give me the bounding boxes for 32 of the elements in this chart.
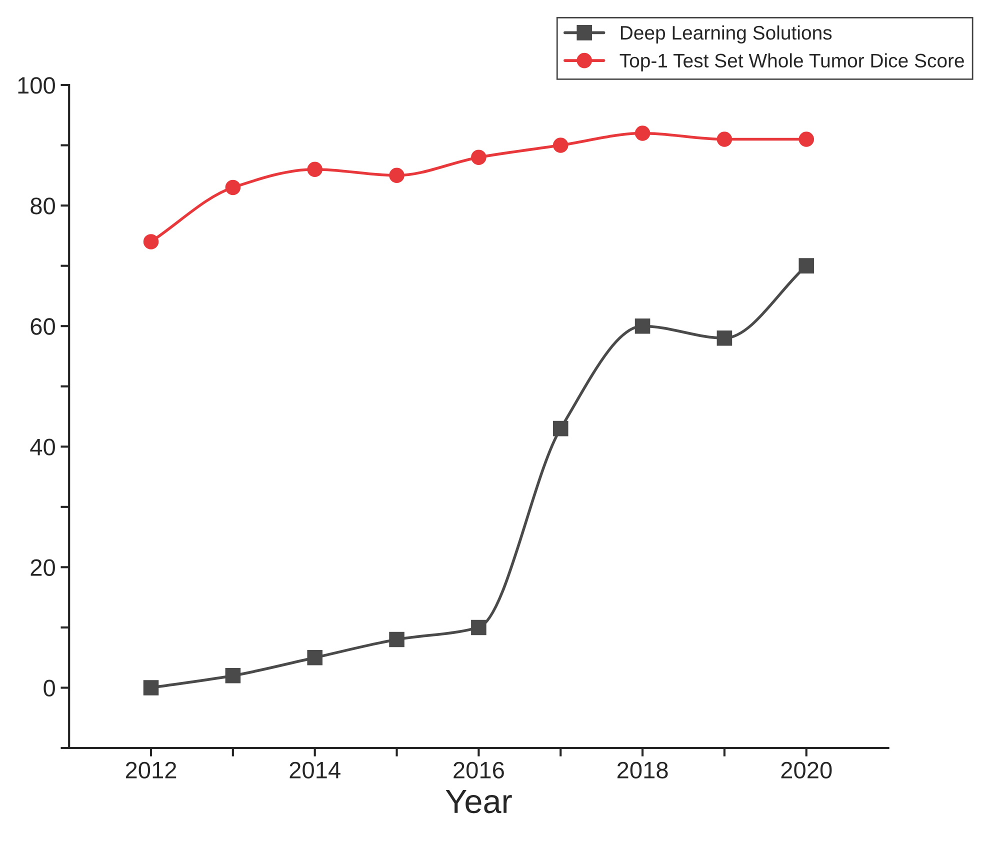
point [471, 620, 486, 636]
x-tick-label: 2016 [454, 762, 504, 779]
y-tick-label: 100 [18, 77, 55, 94]
point [307, 650, 322, 666]
legend-label: Top-1 Test Set Whole Tumor Dice Score [620, 53, 964, 72]
y-tick-label: 60 [30, 318, 55, 335]
x-tick-label: 2020 [781, 762, 832, 779]
legend-label: Deep Learning Solutions [620, 25, 832, 44]
point [716, 330, 732, 346]
point [798, 258, 814, 274]
x-axis-title: Year [446, 790, 512, 814]
point [471, 150, 486, 165]
point [307, 162, 322, 178]
x-tick-label: 2014 [290, 762, 340, 779]
point [389, 168, 404, 184]
point [798, 132, 814, 147]
y-tick-label: 40 [30, 438, 55, 456]
point [143, 680, 159, 696]
point [634, 126, 650, 141]
point [225, 180, 241, 196]
y-tick-label: 0 [44, 680, 55, 697]
point [552, 420, 568, 436]
point [389, 632, 404, 648]
point [634, 318, 650, 334]
y-tick-label: 20 [30, 559, 55, 576]
x-tick-label: 2018 [617, 762, 668, 779]
point [225, 668, 241, 684]
point [716, 132, 732, 147]
point [143, 234, 159, 250]
x-tick-label: 2012 [126, 762, 176, 779]
y-tick-label: 80 [30, 198, 55, 214]
point [552, 138, 568, 153]
